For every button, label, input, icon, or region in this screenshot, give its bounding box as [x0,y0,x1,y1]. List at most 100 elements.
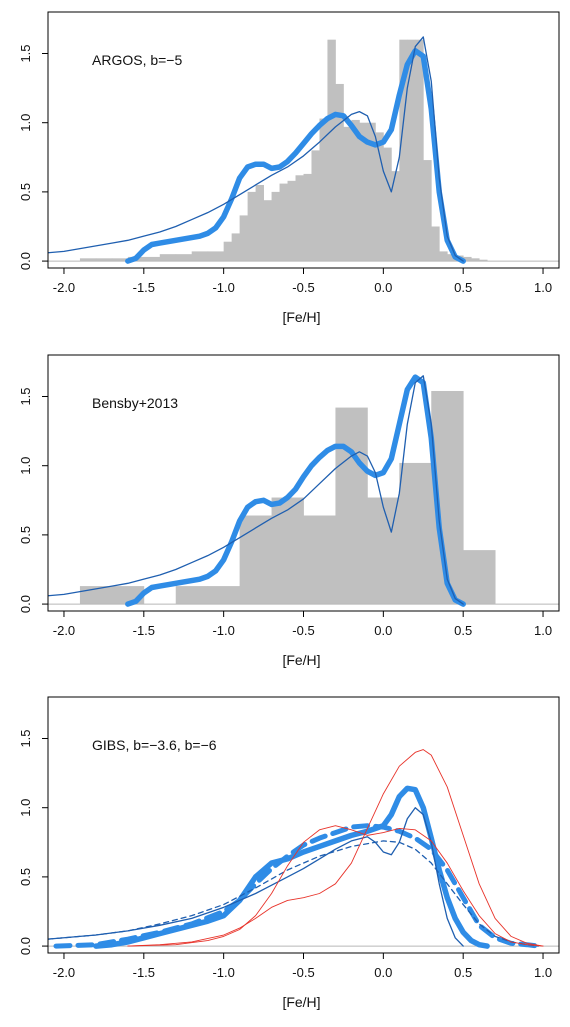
histogram-bar [343,126,352,262]
x-tick-label: -1.0 [212,623,234,638]
y-tick-label: 0.0 [18,595,33,613]
density-curve-thin [48,36,464,262]
x-axis-label: [Fe/H] [282,309,320,325]
y-tick-label: 1.5 [18,44,33,62]
histogram-bar [479,259,488,262]
panel-annotation: GIBS, b=−3.6, b=−6 [92,737,217,753]
histogram-bar [271,497,304,605]
histogram-bar [311,150,320,262]
density-curve-thick [125,48,466,264]
histogram-bar [303,173,312,262]
x-tick-label: 1.0 [534,280,552,295]
histogram-bar [327,39,336,262]
y-tick-label: 0.5 [18,868,33,886]
histogram-bar [207,586,241,605]
histogram-bar [191,251,209,262]
y-tick-label: 1.5 [18,387,33,405]
histogram-bar [111,258,129,262]
density-curve-red-broad [127,825,544,947]
histogram-bar [367,122,376,262]
histogram-bar [247,191,256,262]
histogram-bar [463,550,496,605]
x-tick-label: 1.0 [534,623,552,638]
histogram-bar [423,160,432,262]
chart-panel-argos: -2.0 -1.5 -1.0 -0.5 0.0 0.5 1.0 0.0 0.5 1.0 1.5 [Fe… [18,11,560,325]
x-tick-label: -0.5 [292,965,314,980]
histogram-bar [463,256,472,262]
histogram-bar [335,83,344,262]
histogram-bar [383,147,392,262]
x-tick-label: 0.0 [374,965,392,980]
histogram-bar [279,183,288,262]
x-tick-label: 0.0 [374,280,392,295]
histogram-bar [399,462,432,605]
plot-area [48,36,559,264]
x-axis-label: [Fe/H] [282,994,320,1010]
y-tick-label: 0.5 [18,183,33,201]
y-tick-label: 0.0 [18,252,33,270]
panel-annotation: ARGOS, b=−5 [92,52,182,68]
x-tick-label: -1.5 [133,965,155,980]
histogram-bar [399,39,408,262]
plot-area [48,374,559,607]
x-tick-label: -1.0 [212,280,234,295]
density-curve-thick [125,374,466,607]
histogram-bar [239,215,249,262]
histogram-bar [287,180,296,262]
x-tick-label: -0.5 [292,623,314,638]
chart-panel-gibs: -2.0 -1.5 -1.0 -0.5 0.0 0.5 1.0 0.0 0.5 1.0 1.5 [Fe… [18,696,560,1010]
x-axis-label: [Fe/H] [282,652,320,668]
histogram-bar [271,191,280,262]
histogram-bar [207,251,225,262]
plot-frame [47,696,560,954]
x-tick-label: -2.0 [53,623,75,638]
histogram-bar [175,254,193,262]
histogram-bar [335,407,368,605]
x-tick-label: 1.0 [534,965,552,980]
y-tick-label: 1.0 [18,457,33,475]
histogram-bar [351,119,360,262]
histogram-bar [319,118,328,262]
y-tick-label: 0.0 [18,937,33,955]
y-tick-label: 1.0 [18,114,33,132]
panel-annotation: Bensby+2013 [92,395,178,411]
x-tick-label: -1.5 [133,280,155,295]
x-tick-label: -2.0 [53,965,75,980]
histogram-bar [391,171,400,262]
histogram-bar [415,39,424,262]
density-curve-thick [93,785,490,949]
histogram-bar [95,258,113,262]
density-curve-thin-dashed [48,840,539,947]
density-curve-thin [48,375,464,605]
histogram-bar [407,39,416,262]
histogram-bar [303,515,336,605]
histogram-bar [231,233,241,262]
histogram-bar [255,184,264,262]
density-curve-thin [48,807,464,947]
plot-area [48,749,559,949]
histogram-bar [295,175,304,262]
x-tick-label: -2.0 [53,280,75,295]
histogram-bar [175,586,209,605]
x-tick-label: -1.0 [212,965,234,980]
y-tick-label: 1.5 [18,729,33,747]
histogram-bar [79,258,97,262]
x-tick-label: 0.5 [454,280,472,295]
histogram-bar [159,254,177,262]
chart-panel-bensby: -2.0 -1.5 -1.0 -0.5 0.0 0.5 1.0 0.0 0.5 1.0 1.5 [Fe… [18,354,560,668]
x-tick-label: -0.5 [292,280,314,295]
y-tick-label: 0.5 [18,526,33,544]
histogram-bar [375,132,384,262]
y-tick-label: 1.0 [18,799,33,817]
histogram-bar [223,241,233,262]
x-tick-label: 0.5 [454,965,472,980]
histogram-bar [359,122,368,262]
x-tick-label: 0.0 [374,623,392,638]
histogram-bar [447,254,456,262]
histogram-bar [471,258,480,262]
histogram-bar [439,251,448,262]
x-tick-label: -1.5 [133,623,155,638]
x-tick-label: 0.5 [454,623,472,638]
histogram-bar [263,200,272,262]
